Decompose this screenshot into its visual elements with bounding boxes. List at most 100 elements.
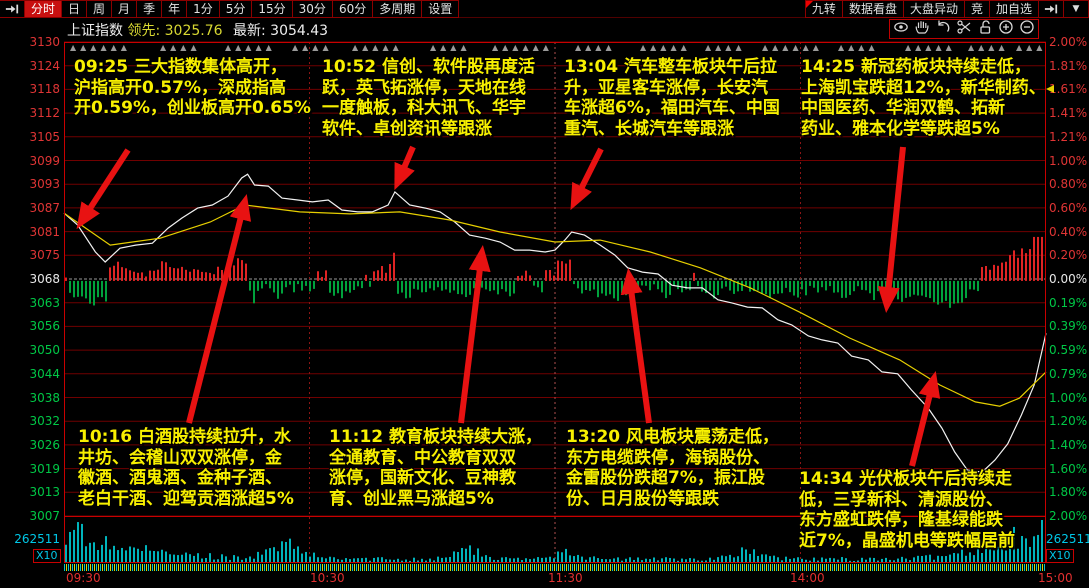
nine-turn-button[interactable]: 九转 [804,0,843,18]
price-axis-label: 3112 [29,106,60,121]
annotation-line: 重汽、长城汽车等跟涨 [564,118,734,139]
zoom-in-icon[interactable] [998,19,1014,39]
minute-bar [69,280,71,293]
add-to-watchlist-button[interactable]: 加自选 [988,0,1039,18]
volume-bar [65,544,67,563]
volume-bar [1005,550,1007,563]
volume-bar [301,553,303,563]
minute-bar [1001,262,1003,281]
volume-bar [861,557,863,563]
minute-bar [373,271,375,281]
price-axis-label: 3099 [29,153,60,168]
volume-bar [433,560,435,563]
price-axis-label: 3019 [29,461,60,476]
signal-markers: ▲▲▲▲▲▲ [70,43,131,52]
volume-bar [517,557,519,563]
volume-bar [705,560,707,563]
volume-bar [941,556,943,563]
volume-bar [501,557,503,563]
volume-bar [453,551,455,563]
volume-bar [77,522,79,563]
volume-bar [589,557,591,563]
volume-bar [425,560,427,563]
minute-bar [645,280,647,286]
volume-bar [85,546,87,563]
scissors-icon[interactable] [956,19,972,39]
time-axis-label[interactable]: 15:00 [1038,571,1073,585]
tab-30min[interactable]: 30分 [291,0,333,18]
minute-bar [269,280,271,289]
hand-icon[interactable] [914,19,930,39]
minute-bar [133,271,135,281]
chart-frame [64,42,1046,563]
minute-bar [585,280,587,291]
volume-bar [561,552,563,563]
lock-icon[interactable] [977,19,993,39]
volume-bar [777,557,779,563]
annotation-line: 升，亚星客车涨停，长安汽 [564,77,768,98]
time-axis-label[interactable]: 09:30 [66,571,101,585]
minute-bar [941,280,943,303]
time-axis-label[interactable]: 14:00 [790,571,825,585]
minute-bar [357,280,359,287]
volume-bar [297,546,299,563]
percent-axis-label: 1.80% [1049,485,1088,500]
volume-bar [269,548,271,563]
data-watch-button[interactable]: 数据看盘 [841,0,904,18]
price-axis-label: 3007 [29,509,60,523]
index-info-bar: 上证指数 领先: 3025.76 最新: 3054.43 [67,20,328,40]
minute-bar [989,269,991,281]
volume-bar [181,554,183,563]
volume-bar [889,559,891,563]
volume-bar [193,555,195,563]
tab-60min[interactable]: 60分 [331,0,374,18]
annotation-line: 东方电缆跌停，海锅股份、 [566,447,770,468]
tab-15min[interactable]: 15分 [251,0,293,18]
volume-bar [257,551,259,563]
tab-year[interactable]: 年 [161,0,188,18]
time-axis-label[interactable]: 11:30 [548,571,583,585]
tab-month[interactable]: 月 [111,0,138,18]
volume-bar [473,554,475,563]
news-annotation-7: 13:20 风电板块震荡走低， 东方电缆跌停，海锅股份、 金雷股份跌超7%，振江股份… [566,427,779,509]
minute-bar [161,261,163,281]
volume-bar [545,557,547,563]
minute-bar [497,280,499,295]
zoom-out-icon[interactable] [1019,19,1035,39]
price-axis-label: 3063 [29,295,60,310]
volume-bar [73,529,75,563]
tab-multi-period[interactable]: 多周期 [372,0,423,18]
minute-bar [253,280,255,304]
minute-bar [217,266,219,281]
volume-bar [661,558,663,563]
minute-bar [477,280,479,288]
time-axis-label[interactable]: 10:30 [310,571,345,585]
minute-bar [485,280,487,290]
undo-icon[interactable] [935,19,951,39]
minute-bar [957,280,959,304]
volume-bar [745,549,747,563]
volume-bar [629,557,631,563]
volume-bar [437,556,439,563]
minute-bar [829,280,831,287]
volume-bar [293,548,295,563]
market-movement-button[interactable]: 大盘异动 [902,0,965,18]
eye-icon[interactable] [893,19,909,39]
volume-bar [409,560,411,563]
volume-bar [985,544,987,563]
tab-settings[interactable]: 设置 [421,0,460,18]
volume-bar [141,551,143,563]
minute-bar [405,280,407,299]
volume-bar [265,549,267,563]
minute-bar [601,280,603,294]
volume-bar [1013,526,1015,563]
tab-day[interactable]: 日 [61,0,88,18]
volume-bar [189,554,191,563]
auction-button[interactable]: 竞 [963,0,990,18]
minute-bar [849,280,851,295]
tab-5min[interactable]: 5分 [218,0,253,18]
minute-bar [429,280,431,289]
minute-bar [597,280,599,298]
minute-bar [129,270,131,281]
